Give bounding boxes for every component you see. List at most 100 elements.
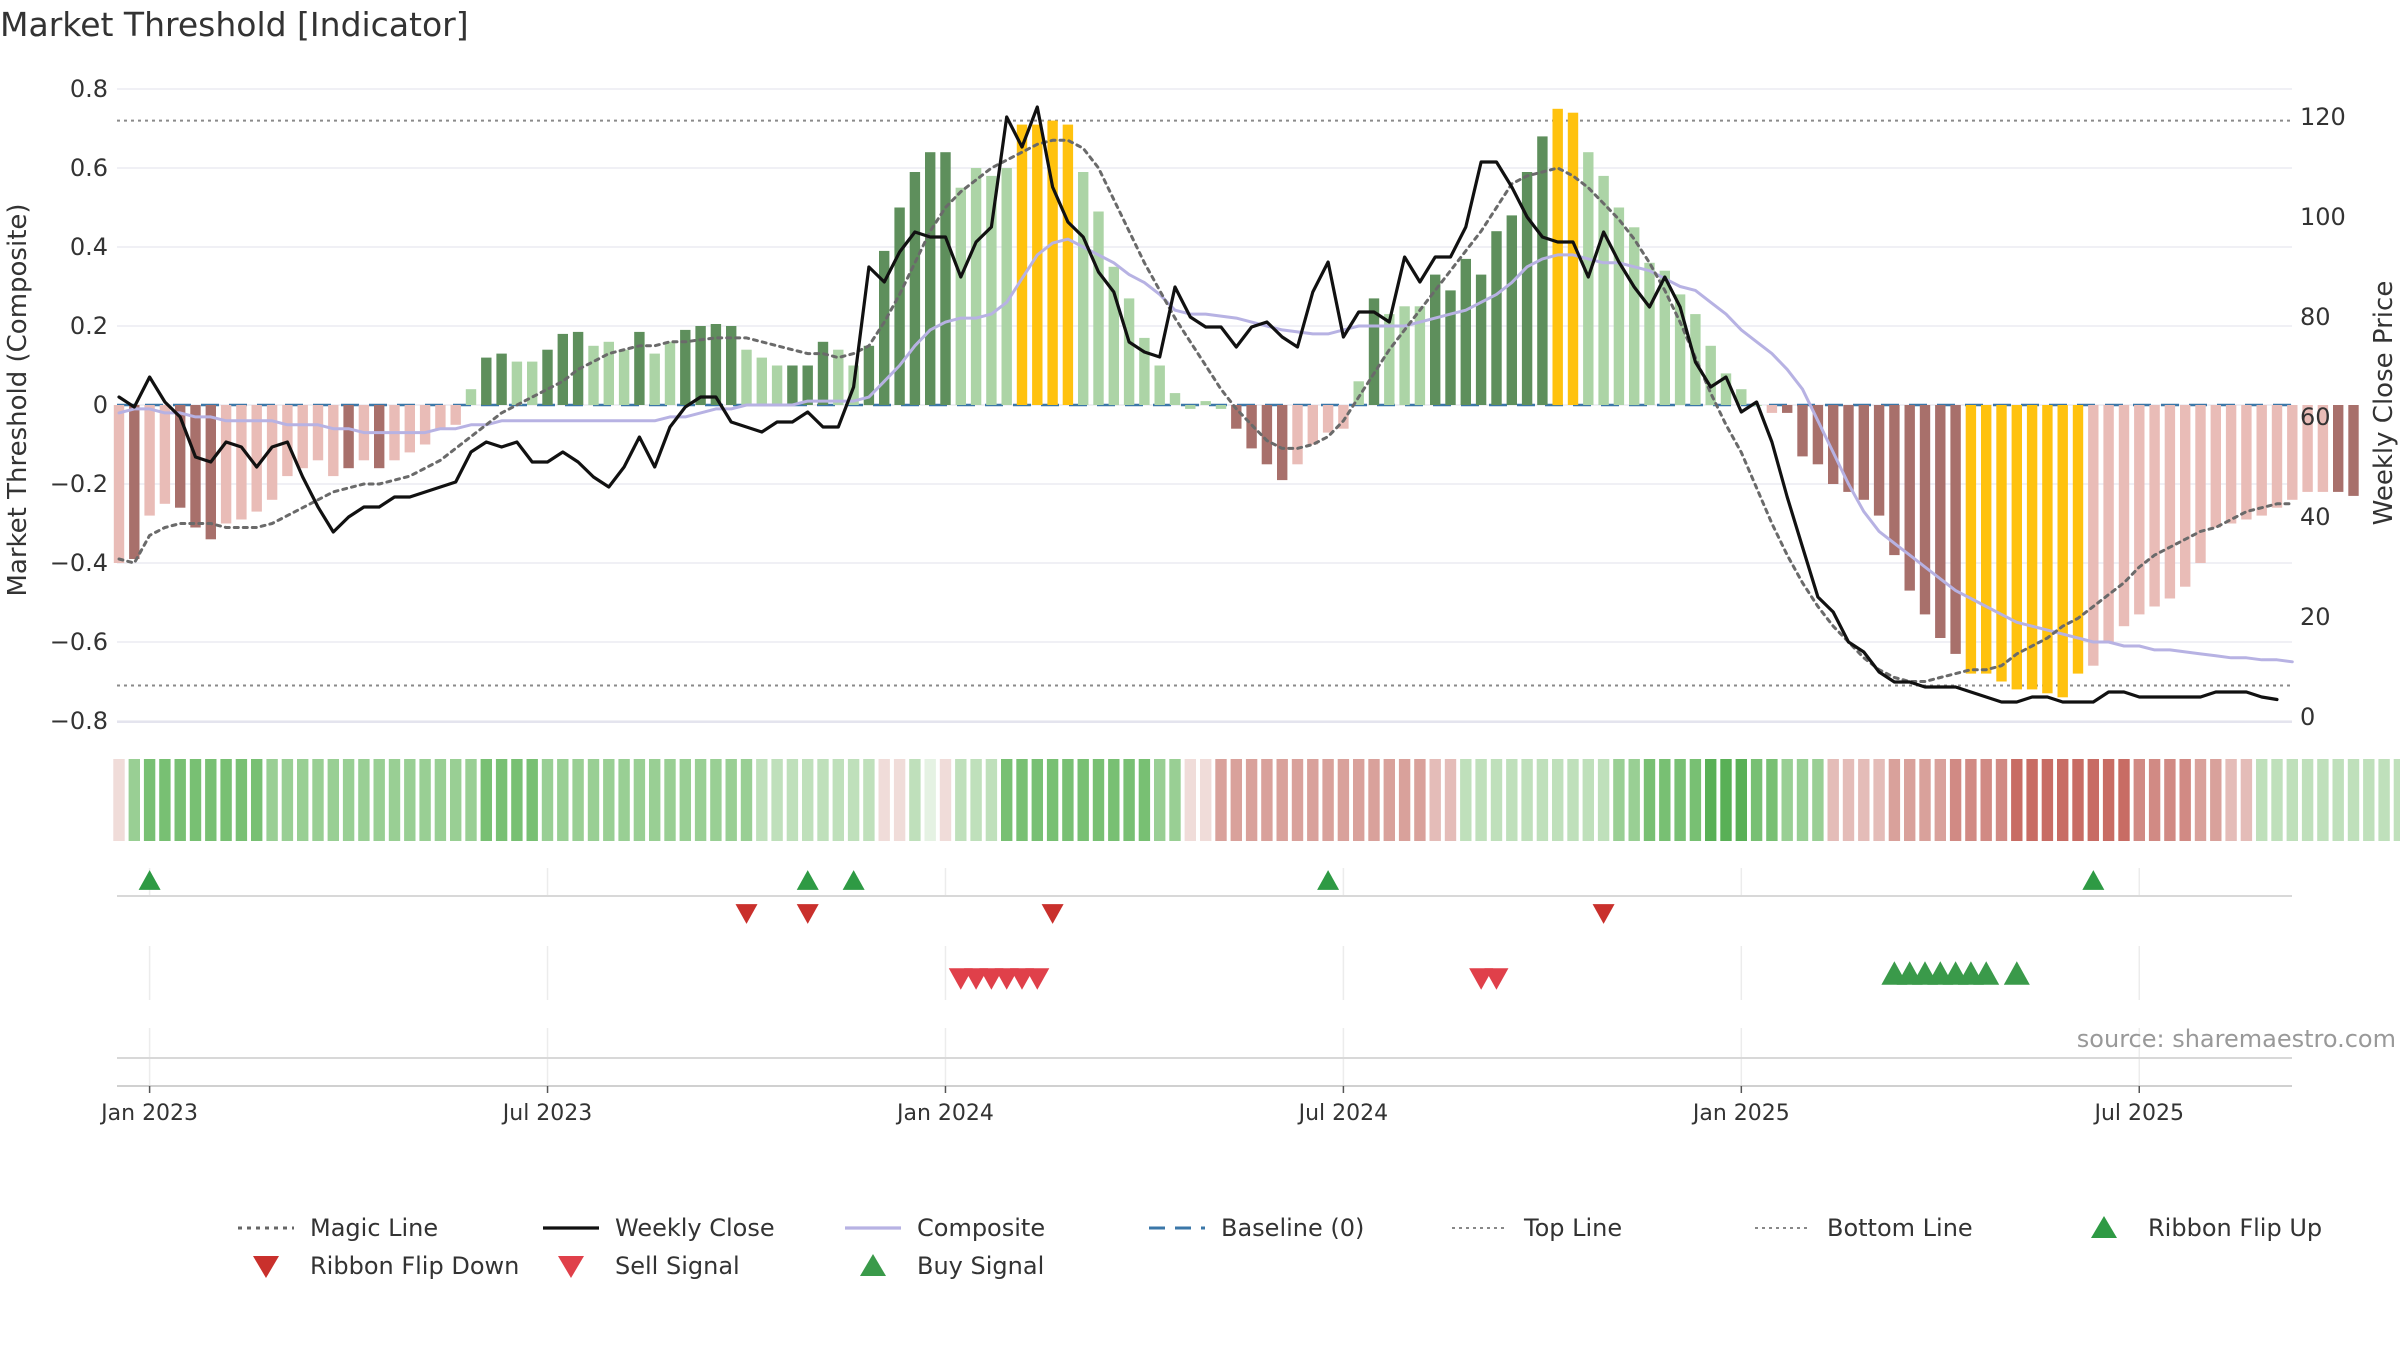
composite-bar — [2225, 405, 2237, 524]
ribbon-cell — [495, 759, 508, 841]
ribbon-cell — [572, 759, 584, 841]
ribbon-cell — [893, 759, 906, 841]
composite-bar — [1047, 120, 1058, 405]
sell-signal-marker — [964, 968, 989, 990]
composite-bar — [1904, 405, 1915, 591]
ribbon-cell — [2393, 759, 2400, 841]
composite-bar — [557, 333, 568, 405]
composite-bar — [1629, 227, 1640, 406]
ribbon-cell — [1613, 759, 1625, 841]
ribbon-cell — [2087, 759, 2099, 841]
composite-bar — [113, 405, 125, 563]
composite-bar — [1277, 405, 1288, 481]
composite-bar — [1139, 337, 1150, 405]
composite-bar — [802, 365, 813, 405]
ribbon-cell — [1735, 759, 1747, 841]
ribbon-cell — [450, 759, 462, 841]
ribbon-cell — [1490, 759, 1503, 841]
sell-signal-marker — [948, 968, 973, 990]
composite-bar — [2317, 405, 2329, 492]
left-tick-label: −0.4 — [50, 549, 108, 577]
composite-bar — [2210, 405, 2221, 528]
ribbon-cell — [603, 759, 615, 841]
ribbon-flip-up-marker — [796, 870, 819, 890]
composite-bar — [1873, 405, 1885, 516]
ribbon-cell — [511, 759, 523, 841]
composite-bar — [1261, 405, 1273, 465]
ribbon-flip-up-marker — [842, 870, 865, 890]
left-tick-label: 0.4 — [70, 233, 108, 261]
ribbon-cell — [664, 759, 676, 841]
ribbon-flip-down-marker — [735, 904, 758, 924]
ribbon-cell — [1261, 759, 1273, 841]
magic-line — [117, 138, 2294, 683]
composite-bar — [1797, 405, 1808, 457]
ribbon-cell — [2301, 759, 2314, 841]
ribbon-cell — [1643, 759, 1656, 841]
ribbon-cell — [740, 759, 753, 841]
ribbon-cell — [1858, 759, 1870, 841]
ribbon-cell — [909, 759, 921, 841]
left-tick-label: 0.6 — [70, 154, 108, 182]
ribbon-cell — [1674, 759, 1686, 841]
composite-bar — [1414, 306, 1426, 406]
composite-bar — [1430, 274, 1441, 405]
composite-bar — [710, 324, 722, 405]
composite-bar — [1736, 389, 1747, 405]
ribbon-cell — [342, 759, 355, 841]
ribbon-cell — [1750, 759, 1763, 841]
ribbon-cell — [404, 759, 416, 841]
ribbon-cell — [955, 759, 967, 841]
legend-key-triangle-up — [2091, 1216, 2117, 1238]
ribbon-cell — [1919, 759, 1931, 841]
ribbon-cell — [1077, 759, 1089, 841]
composite-bar — [986, 175, 997, 405]
composite-bar — [1292, 405, 1303, 465]
composite-bar — [1521, 172, 1533, 405]
composite-bar — [1705, 345, 1716, 406]
ribbon-cell — [2041, 759, 2054, 841]
composite-bar — [1965, 405, 1977, 674]
right-tick-label: 100 — [2300, 203, 2346, 231]
composite-bar — [741, 349, 752, 405]
composite-bar — [251, 405, 262, 512]
composite-bar — [634, 331, 645, 405]
ribbon-flip-up-marker — [2082, 870, 2105, 890]
source-label: source: sharemaestro.com — [2077, 1025, 2396, 1053]
ribbon-cell — [1169, 759, 1181, 841]
ribbon-cell — [1230, 759, 1242, 841]
left-tick-label: −0.6 — [50, 628, 108, 656]
composite-bar — [312, 405, 324, 461]
ribbon-cell — [2026, 759, 2038, 841]
ribbon-cell — [2363, 759, 2375, 841]
ribbon-flip-down-marker — [1041, 904, 1064, 924]
signal-markers — [117, 870, 2292, 1059]
composite-bar — [1368, 298, 1380, 405]
legend: Magic Line Weekly Close Composite Baseline … — [238, 1214, 2322, 1280]
ribbon-cell — [970, 759, 982, 841]
composite-bar — [894, 207, 905, 405]
ribbon-cell — [1200, 759, 1212, 841]
ribbon-cell — [1796, 759, 1809, 841]
ribbon-cell — [1215, 759, 1227, 841]
composite-bar — [1828, 405, 1839, 484]
composite-bar — [1001, 168, 1012, 405]
ribbon-cell — [1398, 759, 1411, 841]
composite-bar — [2134, 405, 2145, 615]
ribbon-cell — [2256, 759, 2268, 841]
axes: 0.8 0.6 0.4 0.2 0 −0.2 −0.4 −0.6 −0.8 120 100 80 60 4… — [50, 75, 2346, 735]
legend-key-triangle-up — [860, 1254, 886, 1276]
composite-bar — [129, 405, 140, 559]
ribbon-flip-down-marker — [796, 904, 819, 924]
composite-bar — [925, 152, 936, 405]
ribbon-cell — [756, 759, 768, 841]
composite-bar — [1322, 405, 1334, 433]
buy-signal-marker — [2003, 961, 2030, 985]
composite-bar — [664, 341, 676, 405]
ribbon-cell — [2072, 759, 2084, 841]
ribbon-cell — [297, 759, 309, 841]
composite-bar — [190, 405, 201, 528]
composite-bar — [2057, 405, 2068, 698]
ribbon-cell — [1995, 759, 2008, 841]
